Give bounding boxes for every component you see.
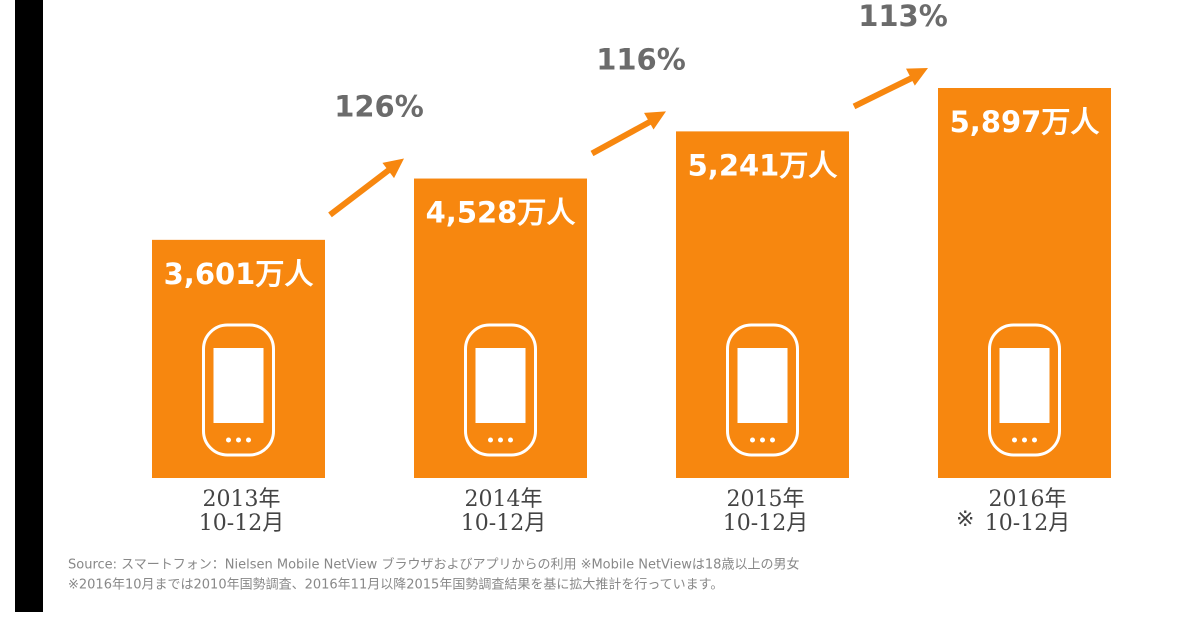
growth-arrow	[590, 114, 660, 157]
phone-dot	[508, 437, 513, 443]
phone-dot	[236, 437, 241, 443]
x-tick-label: 10-12月	[985, 511, 1070, 536]
source-note: ※2016年10月までは2010年国勢調査、2016年11月以降2015年国勢調…	[68, 577, 723, 593]
phone-icon	[464, 323, 537, 457]
value-label: 4,528万人	[426, 196, 576, 230]
value-label: 5,897万人	[950, 105, 1100, 139]
growth-label: 113%	[858, 0, 948, 33]
phone-screen	[213, 348, 264, 423]
arrow-head	[382, 158, 404, 179]
bar	[414, 178, 587, 479]
x-tick-label: 2013年	[203, 487, 281, 512]
side-bar	[15, 0, 43, 612]
category-note: ※	[956, 507, 974, 532]
phone-icon	[202, 323, 275, 457]
phone-dot	[226, 437, 231, 443]
phone-dot	[498, 437, 503, 443]
phone-icon	[988, 323, 1061, 457]
x-tick-label: 2014年	[465, 487, 543, 512]
phone-dot	[246, 437, 251, 443]
phone-body	[988, 323, 1061, 457]
x-tick-label: 10-12月	[461, 511, 546, 536]
phone-screen	[475, 348, 526, 423]
bar	[676, 131, 849, 478]
phone-body	[202, 323, 275, 457]
phone-dot	[488, 437, 493, 443]
x-tick-label: 10-12月	[199, 511, 284, 536]
arrow-head	[906, 68, 928, 86]
x-tick-label: 2015年	[727, 487, 805, 512]
phone-icon	[726, 323, 799, 457]
phone-dot	[1032, 437, 1037, 443]
value-label: 3,601万人	[164, 257, 314, 291]
phone-body	[464, 323, 537, 457]
growth-arrow	[852, 71, 922, 110]
phone-dot	[770, 437, 775, 443]
value-label: 5,241万人	[688, 148, 838, 182]
source-note: Source: スマートフォン：Nielsen Mobile NetView ブ…	[68, 557, 799, 573]
x-tick-label: 10-12月	[723, 511, 808, 536]
x-tick-label: 2016年	[989, 487, 1067, 512]
phone-dot	[1022, 437, 1027, 443]
arrow-head	[644, 111, 666, 130]
phone-dot	[1012, 437, 1017, 443]
phone-screen	[737, 348, 788, 423]
growth-label: 116%	[596, 42, 686, 76]
phone-body	[726, 323, 799, 457]
phone-dot	[760, 437, 765, 443]
growth-arrow	[328, 162, 398, 218]
phone-screen	[999, 348, 1050, 423]
phone-dot	[750, 437, 755, 443]
growth-label: 126%	[334, 90, 424, 124]
